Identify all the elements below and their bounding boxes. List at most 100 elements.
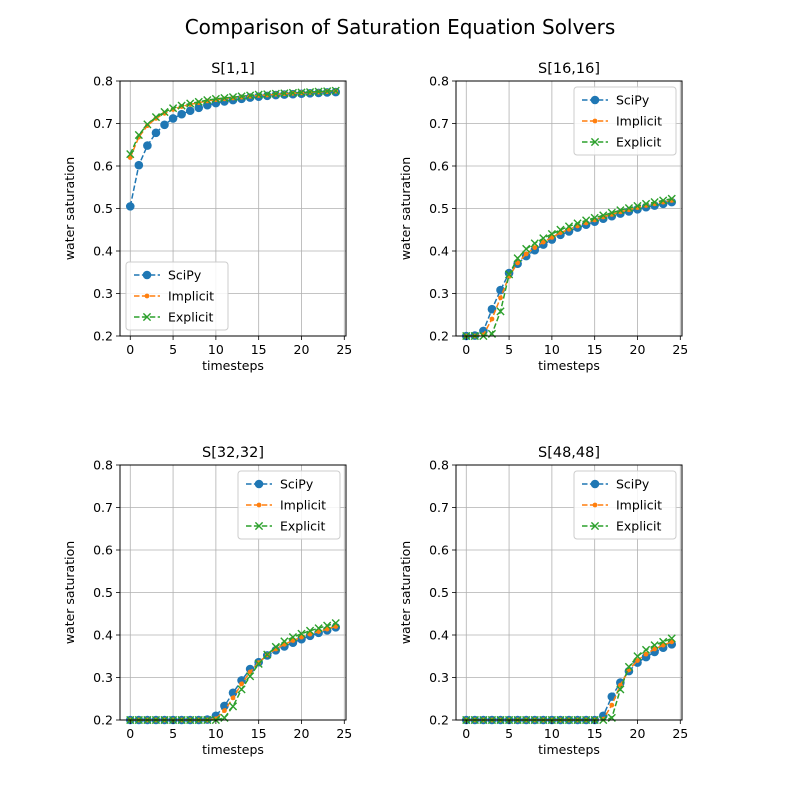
legend: SciPy Implicit Explicit <box>573 470 677 540</box>
x-tick-label: 20 <box>294 726 310 741</box>
data-point <box>168 114 178 123</box>
legend-marker <box>592 502 598 508</box>
subplot-title: S[32,32] <box>202 445 264 461</box>
legend-item-implicit: Implicit <box>582 114 662 129</box>
series-line <box>466 637 673 721</box>
legend: SciPy Implicit Explicit <box>237 470 341 540</box>
y-tick-label: 0.7 <box>429 116 449 131</box>
y-tick-label: 0.4 <box>93 244 113 259</box>
data-point <box>660 642 666 648</box>
x-axis-label: timesteps <box>202 358 264 373</box>
data-point <box>297 629 306 638</box>
y-axis-label: water saturation <box>398 541 413 644</box>
data-point <box>220 93 229 103</box>
subplot-title: S[48,48] <box>538 445 600 461</box>
data-point <box>669 639 675 645</box>
data-point <box>151 128 161 138</box>
legend-box <box>125 261 229 331</box>
data-point <box>194 97 203 106</box>
data-point <box>607 208 616 217</box>
x-tick-label: 25 <box>336 342 352 357</box>
y-tick-label: 0.3 <box>429 286 449 301</box>
data-point <box>143 141 152 150</box>
data-point <box>288 88 298 97</box>
x-tick-label: 15 <box>251 342 267 357</box>
y-tick-label: 0.5 <box>93 585 113 600</box>
y-tick-label: 0.8 <box>429 458 449 473</box>
legend-item-implicit: Implicit <box>246 498 326 513</box>
data-point <box>297 88 306 97</box>
data-point <box>641 645 651 654</box>
data-point <box>177 101 186 110</box>
legend-label: Explicit <box>616 519 662 534</box>
data-point <box>237 685 246 694</box>
y-tick-label: 0.2 <box>93 329 113 344</box>
data-point <box>487 304 497 314</box>
data-point <box>143 120 152 129</box>
data-point <box>220 701 229 711</box>
x-tick-label: 10 <box>544 342 560 357</box>
x-tick-label: 20 <box>630 342 646 357</box>
y-tick-label: 0.8 <box>93 458 113 473</box>
data-point <box>498 295 503 301</box>
data-point <box>590 213 599 222</box>
data-point <box>573 219 582 228</box>
data-point <box>307 631 313 637</box>
data-point <box>168 104 178 113</box>
legend-label: SciPy <box>616 93 650 108</box>
series-scipy <box>125 87 341 211</box>
data-point <box>263 650 272 659</box>
legend-marker <box>256 502 262 508</box>
data-point <box>237 676 246 685</box>
y-tick-label: 0.6 <box>93 543 113 558</box>
data-point <box>228 702 238 711</box>
subplot-2: 0 5 10 15 20 25 0.2 0.3 0.4 0.5 0.6 0.7 0.8 S[16,16] t… <box>398 61 688 373</box>
data-point <box>635 658 640 663</box>
y-tick-label: 0.4 <box>93 628 113 643</box>
y-tick-label: 0.3 <box>93 286 113 301</box>
data-point <box>331 86 340 95</box>
legend-marker <box>254 521 264 531</box>
x-tick-label: 0 <box>462 342 470 357</box>
data-point <box>247 669 253 675</box>
data-point <box>185 106 195 116</box>
data-point <box>650 641 659 650</box>
y-tick-label: 0.2 <box>429 329 449 344</box>
legend-label: Explicit <box>616 135 662 150</box>
x-tick-label: 0 <box>126 726 134 741</box>
y-tick-label: 0.5 <box>93 201 113 216</box>
legend-label: Implicit <box>280 498 326 513</box>
data-point <box>299 634 304 640</box>
x-tick-label: 15 <box>587 342 603 357</box>
data-point <box>186 99 195 108</box>
legend-box <box>573 470 677 540</box>
data-point <box>246 672 255 681</box>
data-point <box>599 211 608 220</box>
data-point <box>134 130 143 140</box>
x-tick-label: 5 <box>505 726 513 741</box>
x-tick-label: 5 <box>169 726 177 741</box>
data-point <box>643 651 649 657</box>
data-point <box>667 194 676 203</box>
series-line <box>466 197 672 337</box>
x-tick-label: 25 <box>672 726 688 741</box>
data-point <box>177 109 186 119</box>
series-line <box>466 201 672 337</box>
legend-label: Implicit <box>168 289 214 304</box>
series-implicit <box>463 198 675 339</box>
x-axis-label: timesteps <box>202 742 264 757</box>
data-point <box>134 160 144 170</box>
legend-item-implicit: Implicit <box>582 498 662 513</box>
legend-label: Implicit <box>616 498 662 513</box>
legend-marker <box>590 95 600 105</box>
data-point <box>237 92 246 101</box>
x-tick-label: 10 <box>544 726 560 741</box>
legend-item-implicit: Implicit <box>134 289 214 304</box>
legend-item-explicit: Explicit <box>134 310 214 325</box>
legend-marker <box>254 479 264 489</box>
legend-marker <box>590 137 600 147</box>
legend-item-scipy: SciPy <box>246 477 314 492</box>
data-point <box>160 107 169 117</box>
data-point <box>256 660 262 666</box>
